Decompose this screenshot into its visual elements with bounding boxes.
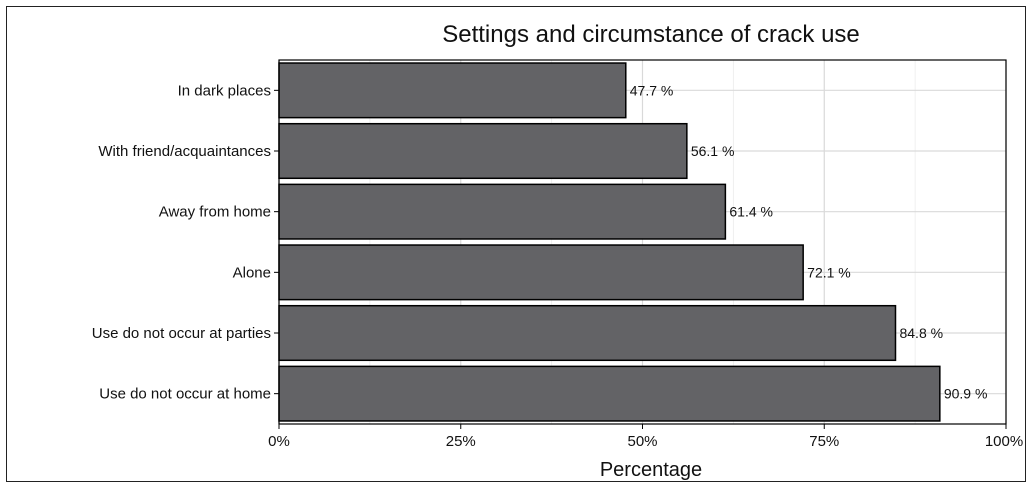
y-tick-label: Use do not occur at home [99,386,271,403]
x-axis: 0% 25% 50% 75% 100% [268,424,1023,450]
y-axis: In dark places With friend/acquaintances A… [92,82,279,403]
bar-data-label: 56.1 % [691,143,735,159]
y-tick-label: Alone [233,264,271,281]
bar-data-label: 84.8 % [899,325,943,341]
y-tick-label: Away from home [159,204,271,221]
bars: 47.7 % 56.1 % 61.4 % 72.1 % 84.8 % 90.9 % [278,62,988,422]
bar [278,304,897,362]
bar [278,62,627,119]
bar-data-label: 90.9 % [944,386,988,402]
y-tick-label: In dark places [178,82,271,99]
x-tick-label: 50% [627,433,657,450]
x-tick-label: 75% [809,433,839,450]
bar-data-label: 72.1 % [807,264,851,280]
y-tick-label: Use do not occur at parties [92,325,271,342]
bar-data-label: 61.4 % [729,204,773,220]
bar [278,122,688,180]
bar [278,365,941,422]
x-tick-label: 0% [268,433,290,450]
bar-data-label: 47.7 % [630,82,674,98]
x-tick-label: 100% [985,433,1023,450]
bar [278,183,727,240]
chart-title: Settings and circumstance of crack use [442,21,860,48]
x-tick-label: 25% [446,433,476,450]
x-axis-label: Percentage [600,459,702,481]
bar [278,244,804,301]
y-tick-label: With friend/acquaintances [98,143,271,160]
